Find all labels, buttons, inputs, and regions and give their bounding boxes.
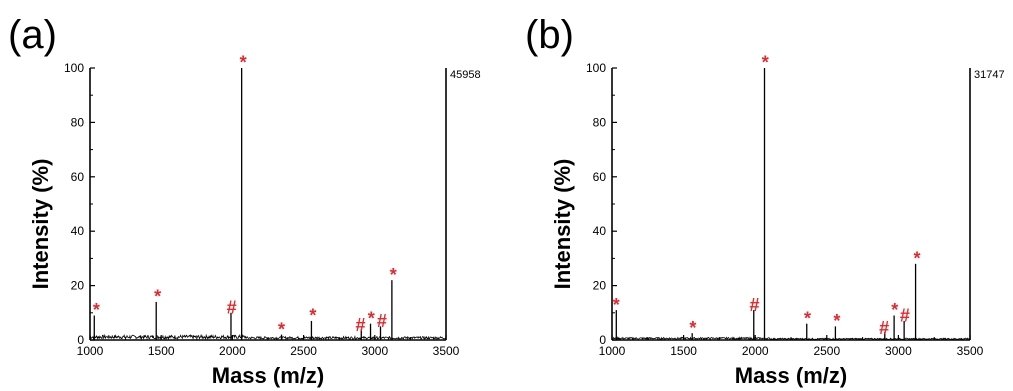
y-tick-label: 80 [593, 115, 607, 129]
y-tick-label: 0 [599, 333, 606, 347]
star-marker: * [804, 308, 811, 328]
y-tick-label: 60 [71, 170, 85, 184]
x-tick-label: 3500 [957, 344, 984, 358]
panel-b: (b) 0 20 40 60 80 100 1000 1500 2000 2500 3000 3500 M… [525, 13, 1005, 388]
star-marker: * [613, 295, 620, 315]
x-axis-title: Mass (m/z) [212, 363, 324, 388]
max-intensity-label: 45958 [450, 69, 481, 81]
y-tick-label: 40 [71, 224, 85, 238]
star-marker: * [154, 287, 161, 307]
x-tick-label: 2000 [219, 344, 246, 358]
x-tick-label: 3000 [885, 344, 912, 358]
baseline-trace [89, 333, 447, 341]
star-marker: * [689, 318, 696, 338]
y-tick-label: 100 [64, 61, 84, 75]
panel-a: (a) 0 20 40 60 80 100 1000 1500 2000 2500 3000 3500 M… [8, 13, 481, 388]
y-tick-label: 40 [593, 224, 607, 238]
x-tick-label: 2000 [742, 344, 769, 358]
panel-label: (a) [8, 13, 57, 57]
y-tick-label: 20 [71, 279, 85, 293]
y-tick-label: 100 [586, 61, 606, 75]
star-marker: * [278, 319, 285, 339]
y-tick-label: 20 [593, 279, 607, 293]
hash-marker: # [377, 311, 387, 331]
star-marker: * [240, 53, 247, 73]
hash-marker: # [749, 295, 759, 315]
star-marker: * [833, 311, 840, 331]
panel-label: (b) [525, 13, 574, 57]
y-axis-title: Intensity (%) [550, 159, 575, 290]
x-tick-label: 1000 [77, 344, 104, 358]
star-marker: * [309, 306, 316, 326]
x-tick-label: 2500 [290, 344, 317, 358]
star-marker: * [891, 300, 898, 320]
star-marker: * [762, 53, 769, 73]
star-marker: * [390, 265, 397, 285]
x-tick-label: 1500 [670, 344, 697, 358]
x-tick-label: 3000 [361, 344, 388, 358]
baseline-trace [611, 336, 971, 341]
y-tick-label: 80 [71, 115, 85, 129]
hash-marker: # [227, 298, 237, 318]
star-marker: * [368, 308, 375, 328]
x-tick-label: 1500 [148, 344, 175, 358]
hash-marker: # [879, 318, 889, 338]
star-marker: * [914, 249, 921, 269]
hash-marker: # [356, 315, 366, 335]
x-tick-label: 1000 [599, 344, 626, 358]
x-tick-label: 2500 [813, 344, 840, 358]
y-tick-label: 60 [593, 170, 607, 184]
star-marker: * [93, 300, 100, 320]
x-tick-label: 3500 [433, 344, 460, 358]
x-axis-title: Mass (m/z) [735, 363, 847, 388]
max-intensity-label: 31747 [974, 69, 1005, 81]
y-tick-label: 0 [77, 333, 84, 347]
y-axis-title: Intensity (%) [28, 159, 53, 290]
hash-marker: # [900, 306, 910, 326]
